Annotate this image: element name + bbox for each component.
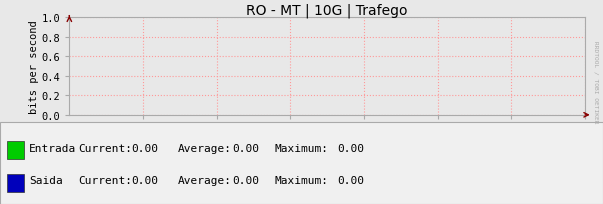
Y-axis label: bits per second: bits per second [29,20,39,113]
Text: Maximum:: Maximum: [274,176,329,185]
Text: 0.00: 0.00 [338,143,365,153]
Text: Saida: Saida [29,176,63,185]
Title: RO - MT | 10G | Trafego: RO - MT | 10G | Trafego [247,3,408,18]
Text: Current:: Current: [78,143,133,153]
Text: Entrada: Entrada [29,143,76,153]
Text: Current:: Current: [78,176,133,185]
Text: 0.00: 0.00 [338,176,365,185]
Text: 0.00: 0.00 [131,143,159,153]
Text: Maximum:: Maximum: [274,143,329,153]
Text: Average:: Average: [178,143,232,153]
Text: Average:: Average: [178,176,232,185]
Text: RRDTOOL / TOBI OETIKER: RRDTOOL / TOBI OETIKER [594,41,599,123]
Text: 0.00: 0.00 [232,143,259,153]
Text: 0.00: 0.00 [232,176,259,185]
Text: 0.00: 0.00 [131,176,159,185]
